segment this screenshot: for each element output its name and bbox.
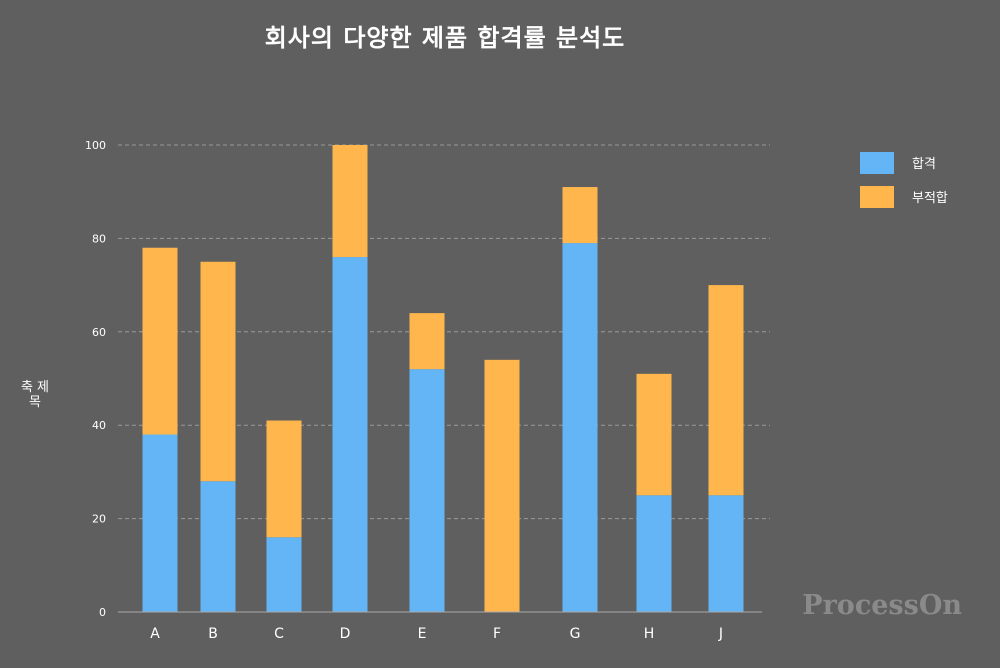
bar-E-series-1: [409, 369, 445, 612]
x-tick-label: H: [644, 626, 655, 642]
bar-G-series-2: [562, 187, 598, 244]
bar-H-series-1: [636, 495, 672, 612]
legend-label: 부적합: [912, 191, 948, 206]
bars: [142, 145, 744, 612]
x-tick-label: C: [274, 626, 284, 642]
bar-F-series-2: [484, 359, 520, 612]
legend-swatch: [860, 152, 894, 174]
bar-B-series-2: [200, 261, 236, 482]
watermark-logo: ProcessOn: [802, 590, 962, 621]
legend-label: 합격: [912, 157, 936, 172]
bar-G-series-1: [562, 243, 598, 612]
bar-D-series-1: [332, 257, 368, 612]
bar-B-series-1: [200, 481, 236, 612]
axes: 0 20 40 60 80 100 A B C D E F G H J: [85, 139, 762, 642]
y-axis-label: 축 제목: [20, 380, 50, 410]
x-tick-label: F: [493, 626, 501, 642]
bar-C-series-1: [266, 537, 302, 612]
bar-J-series-1: [708, 495, 744, 612]
bar-H-series-2: [636, 373, 672, 496]
bar-A-series-2: [142, 247, 178, 435]
x-tick-label: J: [718, 626, 723, 642]
bar-E-series-2: [409, 313, 445, 370]
x-tick-label: B: [208, 626, 218, 642]
legend-swatch: [860, 186, 894, 208]
bar-A-series-1: [142, 434, 178, 612]
y-tick-label: 20: [92, 513, 106, 526]
y-tick-label: 0: [99, 606, 106, 619]
y-tick-label: 40: [92, 419, 106, 432]
bar-D-series-2: [332, 145, 368, 258]
x-tick-label: G: [570, 626, 581, 642]
chart-title: 회사의 다양한 제품 합격률 분석도: [264, 24, 626, 52]
x-tick-label: E: [418, 626, 427, 642]
bar-J-series-2: [708, 285, 744, 496]
y-tick-label: 80: [92, 232, 106, 245]
x-tick-label: D: [340, 626, 351, 642]
bar-C-series-2: [266, 420, 302, 538]
y-tick-label: 60: [92, 326, 106, 339]
y-tick-label: 100: [85, 139, 106, 152]
x-tick-label: A: [150, 626, 160, 642]
